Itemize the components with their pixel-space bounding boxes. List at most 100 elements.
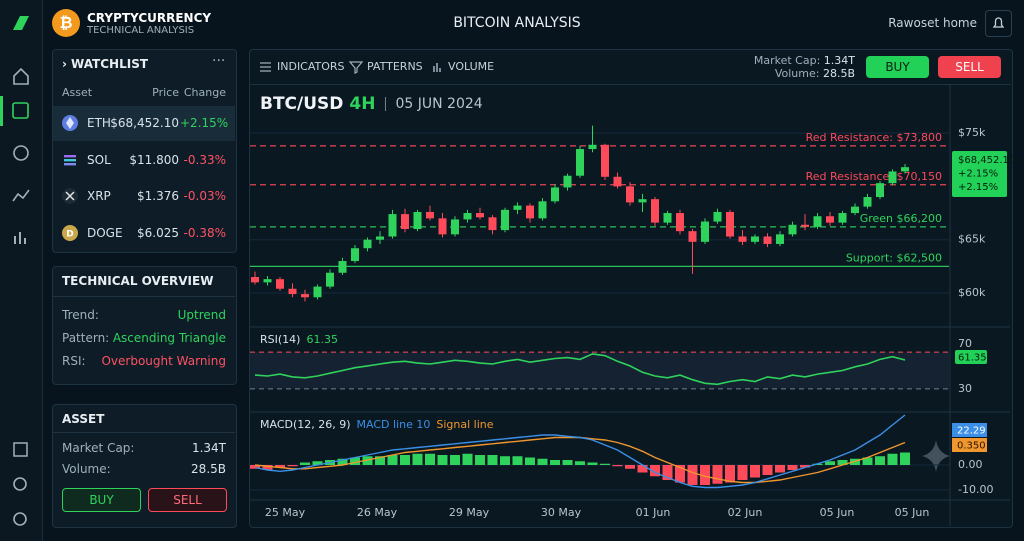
volume: Volume: 28.5B — [730, 67, 855, 80]
histogram-bar — [650, 465, 660, 477]
chart-date: 05 JUN 2024 — [395, 96, 482, 112]
histogram-bar — [800, 465, 810, 468]
notification-button[interactable] — [985, 10, 1012, 37]
value-tag-text: 0.350 — [957, 441, 986, 452]
reports-icon[interactable] — [13, 442, 28, 457]
market-cap: Market Cap: 1.34T — [730, 54, 855, 67]
histogram-bar — [350, 457, 360, 465]
histogram-bar — [375, 456, 385, 465]
sell-button[interactable]: SELL — [148, 488, 227, 512]
toolbar-tab[interactable]: PATTERNS — [367, 60, 423, 73]
histogram-bar — [762, 465, 773, 475]
buy-button[interactable]: BUY — [866, 56, 929, 78]
toolbar-tab[interactable]: INDICATORS — [277, 60, 345, 73]
y-tick-label: $65k — [958, 233, 986, 246]
buy-button[interactable]: BUY — [62, 488, 141, 512]
asset-title: ASSET — [62, 412, 105, 426]
asset-price[interactable]: $6.025 — [137, 225, 179, 240]
candle-body — [601, 144, 609, 177]
user-name[interactable]: Rawoset home — [888, 16, 977, 30]
overview-value: Uptrend — [177, 308, 226, 322]
candle-body — [576, 149, 584, 176]
signal-legend: Signal line — [436, 418, 493, 431]
asset-symbol[interactable]: ETH — [87, 116, 111, 130]
watchlist-panel — [52, 49, 237, 253]
asset-change[interactable]: -0.38% — [183, 225, 226, 240]
home-icon[interactable] — [13, 67, 29, 85]
asset-symbol[interactable]: XRP — [87, 189, 111, 203]
histogram-bar — [637, 465, 648, 473]
histogram-bar — [300, 462, 310, 465]
asset-price[interactable]: $1.376 — [137, 189, 179, 203]
asset-price[interactable]: $68,452.10 — [110, 116, 179, 130]
candle-body — [276, 279, 284, 289]
market-cap-label: Market Cap: — [753, 54, 821, 67]
asset-change[interactable]: +2.15% — [180, 116, 229, 130]
column-header: Change — [183, 86, 226, 99]
y-tick-label: $60k — [958, 286, 986, 299]
x-tick-label: 05 Jun — [820, 506, 855, 519]
toolbar-tab[interactable]: VOLUME — [448, 60, 495, 73]
asset-price[interactable]: $11.800 — [129, 152, 179, 167]
histogram-bar — [250, 465, 260, 469]
histogram-bar — [837, 460, 848, 465]
candle-body — [363, 239, 372, 249]
histogram-bar — [412, 453, 423, 465]
histogram-bar — [425, 453, 435, 465]
trend-icon[interactable] — [12, 189, 30, 202]
app-logo[interactable] — [13, 16, 29, 30]
histogram-bar — [587, 462, 598, 465]
asset-symbol[interactable]: SOL — [87, 152, 111, 167]
settings-icon[interactable] — [13, 477, 27, 491]
histogram-bar — [825, 461, 835, 465]
chart-icon[interactable] — [12, 102, 29, 119]
histogram-bar — [600, 463, 610, 465]
candle-body — [426, 211, 434, 219]
asset-change[interactable]: -0.33% — [183, 152, 226, 167]
x-tick-label: 02 Jun — [728, 506, 763, 519]
x-tick-label: 05 Jun — [895, 506, 930, 519]
candle-body — [476, 213, 484, 218]
macd-legend: MACD line 10 — [357, 418, 431, 431]
column-header: Asset — [62, 86, 93, 99]
candle-body — [313, 286, 322, 298]
candle-body — [451, 219, 459, 235]
histogram-bar — [900, 452, 910, 465]
candle-body — [263, 279, 272, 283]
asset-symbol[interactable]: DOGE — [87, 225, 123, 240]
x-tick-label: 30 May — [541, 506, 582, 519]
logout-icon[interactable] — [13, 512, 27, 526]
histogram-bar — [262, 465, 273, 470]
page-title: BITCOIN ANALYSIS — [453, 15, 581, 31]
histogram-bar — [725, 465, 735, 483]
price-tag-text: +2.15% — [958, 169, 998, 180]
sell-button[interactable]: SELL — [938, 56, 1001, 78]
candle-body — [488, 217, 497, 231]
candle-body — [813, 216, 822, 227]
asset-change[interactable]: -0.03% — [183, 189, 226, 203]
brand-sub: TECHNICAL ANALYSIS — [87, 25, 195, 36]
volume-label: Volume: — [774, 67, 820, 80]
histogram-bar — [400, 455, 410, 465]
histogram-bar — [287, 465, 298, 467]
candle-body — [588, 144, 597, 150]
stats-icon[interactable] — [14, 232, 26, 244]
histogram-bar — [662, 465, 673, 480]
selected-row — [53, 106, 235, 141]
candle-body — [788, 224, 797, 235]
watchlist-chevron[interactable]: › — [62, 57, 67, 71]
y-tick-label: 0.00 — [958, 458, 983, 471]
explore-icon[interactable] — [13, 145, 29, 161]
candle-body — [888, 171, 897, 184]
divider — [53, 432, 235, 433]
candle-body — [838, 213, 847, 223]
histogram-bar — [537, 458, 548, 465]
watchlist-menu[interactable]: ··· — [212, 53, 226, 69]
candle-body — [863, 197, 872, 207]
value-tag-text: 61.35 — [958, 353, 987, 364]
pane-title: MACD(12, 26, 9) — [260, 418, 351, 431]
candle-body — [826, 216, 834, 223]
coin-icons: D — [62, 115, 78, 241]
brand: CRYPTYCURRENCY — [87, 11, 212, 25]
